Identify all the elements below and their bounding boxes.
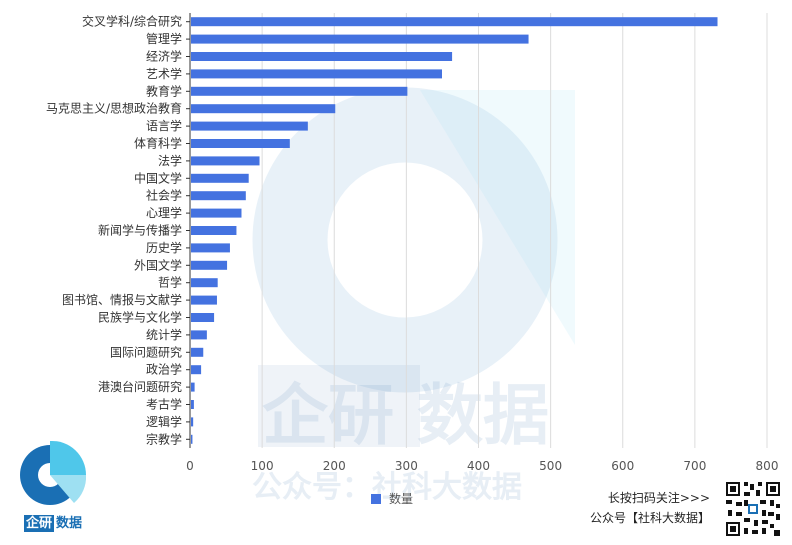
x-tick-label: 0 (186, 459, 194, 473)
qr-code-icon[interactable] (724, 480, 782, 538)
bar (191, 139, 290, 148)
logo-text-part2: 数据 (56, 516, 83, 531)
promo-line1: 长按扫码关注>>> (607, 491, 710, 505)
bar (191, 260, 228, 270)
category-label: 宗教学 (146, 431, 182, 446)
legend-label: 数量 (389, 492, 414, 506)
bar (191, 173, 249, 183)
category-label: 中国文学 (134, 170, 182, 185)
category-label: 考古学 (146, 397, 182, 412)
bar (191, 191, 246, 201)
bar (191, 313, 215, 322)
bar (191, 156, 260, 166)
promo-text: 长按扫码关注>>> 公众号【社科大数据】 (590, 488, 710, 528)
category-label: 哲学 (158, 275, 182, 290)
category-label: 逻辑学 (146, 414, 182, 429)
bar (191, 69, 442, 79)
category-label: 经济学 (146, 49, 182, 64)
category-label: 法学 (158, 153, 182, 168)
x-tick-label: 700 (683, 459, 706, 473)
x-tick-label: 400 (467, 459, 490, 473)
category-label: 心理学 (146, 205, 182, 220)
x-tick-label: 600 (611, 459, 634, 473)
bar (191, 400, 194, 409)
bar (191, 104, 336, 114)
bar (191, 382, 195, 392)
bar (191, 121, 308, 131)
bar (191, 86, 408, 96)
category-label: 外国文学 (134, 257, 182, 272)
bar (191, 226, 237, 235)
bar (191, 417, 194, 427)
legend-swatch (371, 493, 381, 504)
category-label: 教育学 (146, 83, 182, 98)
x-tick-label: 300 (395, 459, 418, 473)
category-label: 艺术学 (146, 66, 182, 81)
bar (191, 295, 217, 305)
logo-text: 企研 数据 (14, 512, 94, 532)
bar (191, 243, 230, 253)
category-label: 政治学 (146, 362, 182, 377)
category-label: 港澳台问题研究 (98, 379, 182, 394)
category-label: 历史学 (146, 240, 182, 255)
x-tick-label: 800 (756, 459, 779, 473)
x-tick-label: 200 (323, 459, 346, 473)
bar (191, 17, 718, 27)
bar (191, 347, 204, 357)
category-label: 新闻学与传播学 (98, 223, 182, 238)
bar (191, 208, 242, 218)
promo-line2: 公众号【社科大数据】 (589, 511, 710, 525)
bar (191, 34, 529, 44)
bar (191, 365, 202, 375)
category-label: 体育科学 (134, 136, 182, 151)
qiyan-logo-icon (20, 440, 87, 505)
bar (191, 278, 218, 288)
bar (191, 330, 207, 340)
category-label: 语言学 (146, 118, 182, 133)
logo-text-part1: 企研 (23, 515, 54, 532)
legend: 数量 (371, 490, 413, 507)
category-label: 管理学 (146, 31, 182, 46)
category-label: 交叉学科/综合研究 (82, 14, 182, 29)
bar (191, 52, 453, 61)
category-label: 马克思主义/思想政治教育 (46, 101, 182, 116)
category-label: 国际问题研究 (110, 344, 182, 359)
x-tick-label: 100 (251, 459, 274, 473)
x-tick-label: 500 (539, 459, 562, 473)
category-label: 图书馆、情报与文献学 (62, 292, 182, 307)
category-label: 民族学与文化学 (98, 310, 182, 325)
category-label: 统计学 (146, 327, 182, 342)
category-label: 社会学 (146, 188, 182, 203)
bar (191, 434, 193, 444)
